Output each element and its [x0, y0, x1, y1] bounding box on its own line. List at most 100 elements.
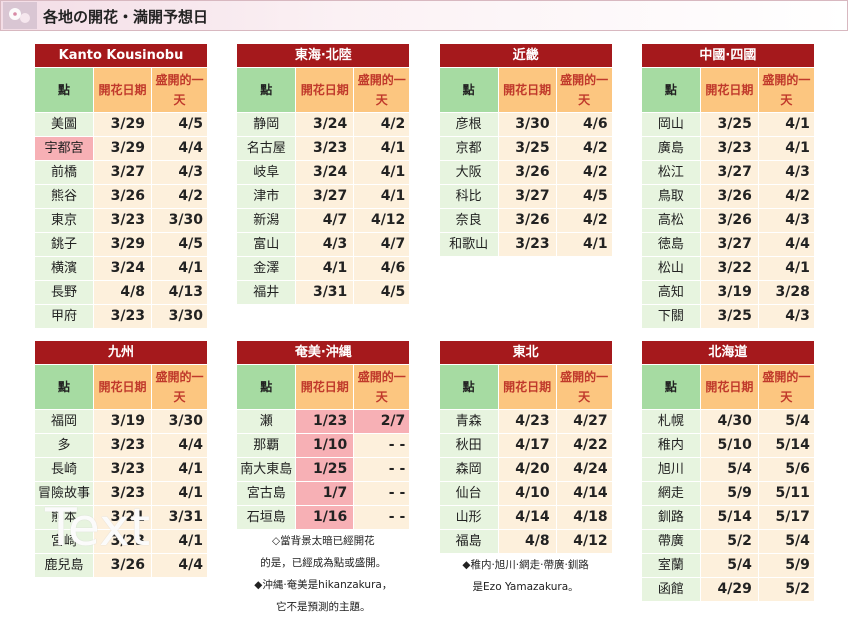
date-cell: 3/27	[498, 185, 556, 208]
data-row: 那覇 1/10- -	[237, 434, 410, 457]
region-table: Kanto Kousinobu 點開花日期 盛開的一天 美圖 3/29 4/5 宇都宮 3/2…	[35, 44, 207, 328]
watermark: Text	[45, 498, 151, 558]
city-cell: 東京	[35, 209, 93, 232]
column-header: 盛開的一天	[152, 68, 207, 112]
data-row: 宮崎 3/23 4/1	[35, 530, 207, 553]
city-cell: 新潟	[237, 209, 296, 232]
data-row: 前橋 3/27 4/3	[35, 161, 207, 184]
data-row: 多 3/23 4/4	[35, 434, 207, 457]
date-cell: 4/2	[556, 137, 612, 160]
date-cell: 4/1	[152, 482, 207, 505]
date-cell: 4/3	[296, 233, 354, 256]
city-cell: 冒險故事	[35, 482, 93, 505]
column-header: 盛開的一天	[758, 365, 814, 409]
region-name: 奄美·沖縄	[237, 341, 410, 364]
column-header-row: 點開花日期 盛開的一天	[439, 68, 612, 112]
date-cell: 3/28	[758, 281, 814, 304]
date-cell: 4/4	[152, 554, 207, 577]
region-name: 九州	[35, 341, 207, 364]
note: 它不是預測的主題。	[276, 601, 371, 613]
date-cell: 4/1	[758, 137, 814, 160]
date-cell: 1/7	[296, 482, 354, 505]
data-row: 南大東島 1/25- -	[237, 458, 410, 481]
date-cell: 3/19	[94, 410, 151, 433]
date-cell: 4/24	[556, 458, 612, 481]
city-cell: 熊谷	[35, 185, 93, 208]
date-cell: 4/1	[758, 113, 814, 136]
date-cell: 4/22	[556, 434, 612, 457]
date-cell: 3/26	[94, 554, 151, 577]
date-cell: 1/23	[296, 410, 354, 433]
data-row: 岐阜 3/24 4/1	[237, 161, 410, 184]
date-cell: 2/7	[354, 410, 410, 433]
date-cell: 3/31	[152, 506, 207, 529]
data-row: 鹿兒島 3/26 4/4	[35, 554, 207, 577]
city-cell: 旭川	[641, 458, 700, 481]
data-row: 室蘭 5/4 5/9	[641, 554, 814, 577]
region-name: 北海道	[641, 341, 814, 364]
date-cell: 4/1	[556, 233, 612, 256]
date-cell: 5/10	[700, 434, 758, 457]
column-header: 開花日期	[498, 365, 556, 409]
data-row: 福岡 3/19 3/30	[35, 410, 207, 433]
data-row: 京都 3/25 4/2	[439, 137, 612, 160]
city-cell: 福岡	[35, 410, 93, 433]
data-row: 熊本 3/21 3/31	[35, 506, 207, 529]
city-cell: 高知	[641, 281, 700, 304]
date-cell: 5/14	[758, 434, 814, 457]
note: ◆沖縄·奄美是hikanzakura，	[254, 579, 393, 591]
column-header: 開花日期	[700, 365, 758, 409]
date-cell: 5/4	[700, 458, 758, 481]
column-header-row: 點開花日期 盛開的一天	[237, 365, 410, 409]
date-cell: 3/31	[296, 281, 354, 304]
data-row: 松江 3/27 4/3	[641, 161, 814, 184]
date-cell: 4/30	[700, 410, 758, 433]
city-cell: 横濱	[35, 257, 93, 280]
city-cell: 美圖	[35, 113, 93, 136]
date-cell: 4/8	[94, 281, 151, 304]
column-header: 盛開的一天	[354, 365, 410, 409]
date-cell: 4/1	[152, 257, 207, 280]
date-cell: 3/19	[700, 281, 758, 304]
data-row: 宇都宮 3/29 4/4	[35, 137, 207, 160]
region-name: 近畿	[439, 44, 612, 67]
date-cell: 3/27	[700, 233, 758, 256]
region-table: 中國·四國點開花日期 盛開的一天 岡山 3/25 4/1 廣島 3/23 4/1 松江 3/27 4…	[641, 44, 814, 328]
city-cell: 名古屋	[237, 137, 296, 160]
date-cell: 1/16	[296, 506, 354, 529]
data-row: 網走 5/9 5/11	[641, 482, 814, 505]
date-cell: - -	[354, 434, 410, 457]
data-row: 廣島 3/23 4/1	[641, 137, 814, 160]
date-cell: 4/1	[152, 530, 207, 553]
date-cell: 3/30	[498, 113, 556, 136]
column-header: 點	[35, 68, 93, 112]
date-cell: 3/29	[94, 233, 151, 256]
date-cell: 4/4	[758, 233, 814, 256]
data-row: 石垣島 1/16- -	[237, 506, 410, 529]
date-cell: 3/27	[700, 161, 758, 184]
city-cell: 金澤	[237, 257, 296, 280]
column-header: 盛開的一天	[758, 68, 814, 112]
data-row: 秋田 4/17 4/22	[439, 434, 612, 457]
column-header: 點	[35, 365, 93, 409]
date-cell: 3/30	[152, 410, 207, 433]
date-cell: 4/2	[556, 209, 612, 232]
data-row: 冒險故事 3/23 4/1	[35, 482, 207, 505]
city-cell: 松山	[641, 257, 700, 280]
column-header: 盛開的一天	[556, 365, 612, 409]
date-cell: 3/24	[296, 113, 354, 136]
date-cell: 4/12	[354, 209, 410, 232]
region-table: 東海·北陸點開花日期 盛開的一天 静岡 3/24 4/2 名古屋 3/23 4/1 岐阜 3/24…	[237, 44, 410, 304]
city-cell: 和歌山	[439, 233, 498, 256]
date-cell: 4/3	[758, 161, 814, 184]
date-cell: 3/26	[700, 209, 758, 232]
date-cell: 3/26	[498, 161, 556, 184]
region-name: 東北	[439, 341, 612, 364]
data-row: 山形 4/14 4/18	[439, 506, 612, 529]
column-header-row: 點開花日期 盛開的一天	[641, 365, 814, 409]
data-row: 新潟 4/7 4/12	[237, 209, 410, 232]
column-header: 點	[439, 365, 498, 409]
column-header: 點	[439, 68, 498, 112]
data-row: 名古屋 3/23 4/1	[237, 137, 410, 160]
date-cell: 4/2	[354, 113, 410, 136]
